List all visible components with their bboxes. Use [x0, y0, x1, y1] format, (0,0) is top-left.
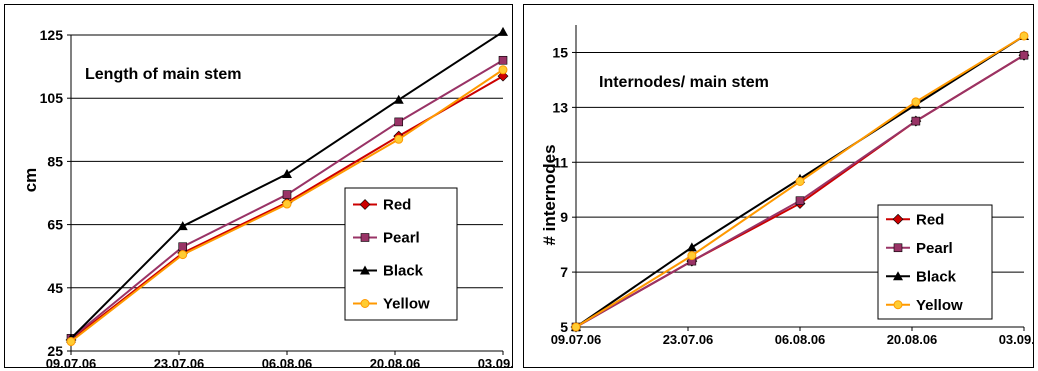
data-point-yellow — [394, 134, 404, 144]
data-point-yellow — [498, 65, 508, 75]
y-tick-label: 13 — [552, 99, 568, 115]
data-point-black — [498, 26, 508, 36]
y-tick-label: 65 — [47, 217, 63, 233]
chart-svg-internodes: Internodes/ main stem # internodes 5 7 9 11… — [540, 25, 1033, 347]
x-tick-label: 03.09.06 — [478, 356, 512, 367]
x-tick-label: 23.07.06 — [154, 356, 205, 367]
x-tick-label: 20.08.06 — [887, 332, 938, 347]
y-tick-label: 105 — [40, 90, 64, 106]
data-point-pearl — [498, 55, 508, 65]
data-point-pearl — [178, 242, 188, 252]
data-point-pearl — [282, 190, 292, 199]
data-point-pearl — [394, 117, 404, 127]
legend-label-yellow: Yellow — [383, 296, 430, 313]
y-tick-label: 5 — [560, 319, 568, 335]
legend-marker-red — [892, 213, 904, 225]
legend-marker-red — [359, 199, 371, 210]
data-point-yellow — [282, 199, 292, 209]
legend: Red Pearl Black Yellow — [877, 204, 993, 320]
data-point-black — [686, 242, 697, 252]
chart-svg-length: Length of main stem cm 25 45 65 85 105 125 09.… — [21, 26, 512, 367]
legend-marker-yellow — [360, 299, 370, 308]
data-point-black — [393, 94, 404, 104]
y-tick-label: 11 — [553, 154, 568, 170]
legend-label-yellow: Yellow — [916, 297, 963, 314]
x-tick-label: 23.07.06 — [663, 332, 714, 347]
legend-marker-black — [893, 271, 903, 281]
data-point-black — [177, 221, 188, 231]
legend-box — [877, 204, 993, 320]
data-point-pearl — [911, 116, 921, 126]
legend-marker-yellow — [893, 300, 903, 310]
data-point-yellow — [571, 322, 581, 332]
chart-title: Internodes/ main stem — [599, 74, 769, 91]
legend-marker-pearl — [360, 233, 370, 242]
legend-box — [344, 187, 458, 321]
legend-label-red: Red — [916, 211, 944, 228]
x-tick-label: 03.09.06 — [999, 332, 1033, 347]
data-point-yellow — [178, 250, 188, 260]
legend-label-red: Red — [383, 197, 411, 214]
data-point-pearl — [1019, 50, 1029, 60]
y-tick-label: 85 — [47, 153, 63, 169]
y-tick-label: 7 — [560, 264, 568, 280]
chart-internodes-main-stem: Internodes/ main stem # internodes 5 7 9 11… — [523, 4, 1034, 368]
x-tick-label: 06.08.06 — [262, 356, 313, 367]
data-point-yellow — [795, 176, 805, 186]
data-point-yellow — [66, 337, 76, 347]
chart-length-main-stem: Length of main stem cm 25 45 65 85 105 125 09.… — [4, 4, 513, 368]
x-tick-label: 09.07.06 — [46, 356, 97, 367]
plot-area — [70, 34, 503, 352]
data-point-yellow — [1019, 31, 1029, 41]
y-axis-label: # internodes — [540, 144, 559, 245]
legend-label-pearl: Pearl — [916, 240, 953, 257]
y-tick-label: 15 — [552, 44, 568, 60]
legend-marker-pearl — [893, 243, 903, 253]
y-tick-label: 45 — [47, 280, 63, 296]
x-tick-label: 06.08.06 — [775, 332, 826, 347]
data-point-pearl — [795, 196, 805, 206]
y-axis-label: cm — [21, 168, 40, 193]
data-point-red — [497, 70, 509, 82]
chart-title: Length of main stem — [85, 66, 241, 83]
legend-label-pearl: Pearl — [383, 230, 420, 247]
legend-label-black: Black — [383, 263, 424, 280]
y-tick-label: 25 — [47, 343, 63, 359]
x-tick-label: 20.08.06 — [370, 356, 421, 367]
x-tick-label: 09.07.06 — [551, 332, 602, 347]
data-point-yellow — [687, 251, 697, 261]
legend: Red Pearl Black Yellow — [344, 187, 458, 321]
data-point-black — [282, 169, 292, 179]
data-point-yellow — [911, 97, 921, 107]
legend-label-black: Black — [916, 268, 957, 285]
y-tick-label: 9 — [560, 209, 568, 225]
y-tick-label: 125 — [40, 27, 64, 43]
legend-marker-black — [360, 265, 370, 275]
